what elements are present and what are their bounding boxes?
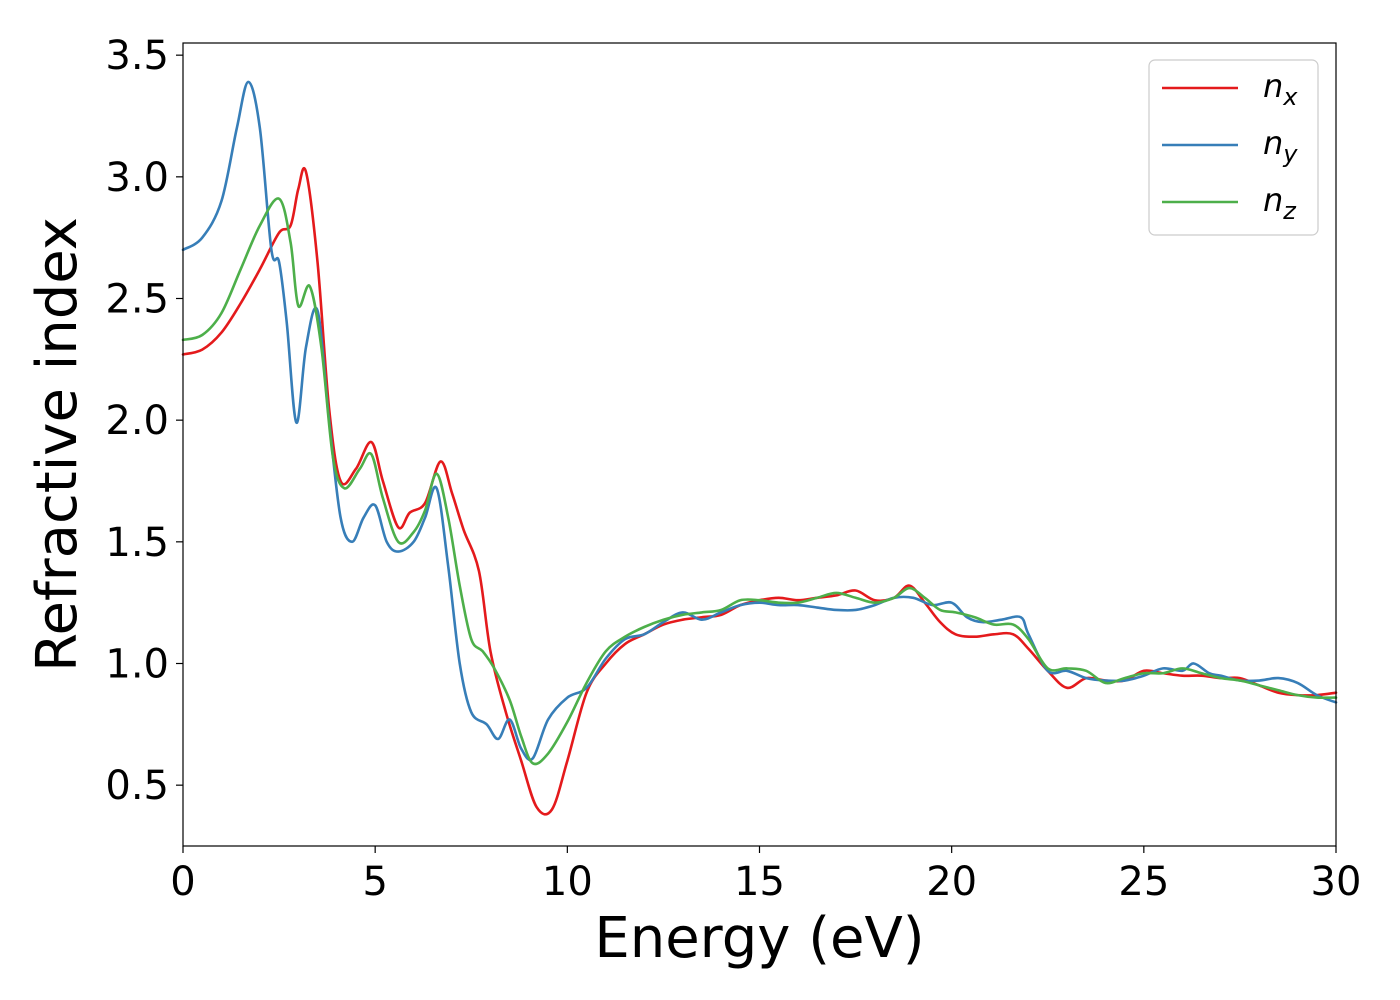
x-tick-label: 10 (542, 859, 593, 905)
y-tick-label: 2.5 (105, 277, 169, 323)
y-tick-label: 3.0 (105, 155, 169, 201)
x-tick-label: 5 (362, 859, 387, 905)
legend-label-n-y: ny (1263, 124, 1298, 168)
x-tick-label: 25 (1118, 859, 1169, 905)
legend-label-n-x: nx (1263, 67, 1298, 111)
plot-lines (181, 80, 1338, 816)
y-tick-label: 0.5 (105, 763, 169, 809)
legend-box (1148, 59, 1319, 236)
x-axis-label: Energy (eV) (594, 906, 924, 971)
y-tick-label: 1.5 (105, 520, 169, 566)
legend-label-n-z: nz (1263, 181, 1297, 225)
y-axis: 0.5 1.0 1.5 2.0 2.5 3.0 3.5 (105, 33, 183, 809)
legend: nx ny nz (1148, 59, 1319, 236)
x-tick-label: 20 (926, 859, 977, 905)
series-line-n-z (181, 197, 1338, 766)
y-tick-label: 1.0 (105, 642, 169, 688)
y-tick-label: 3.5 (105, 33, 169, 79)
x-tick-label: 15 (734, 859, 785, 905)
y-axis-label: Refractive index (25, 217, 90, 672)
x-tick-label: 30 (1311, 859, 1362, 905)
x-tick-label: 0 (170, 859, 195, 905)
y-tick-label: 2.0 (105, 398, 169, 444)
x-axis: 0 5 10 15 20 25 30 (170, 846, 1361, 905)
